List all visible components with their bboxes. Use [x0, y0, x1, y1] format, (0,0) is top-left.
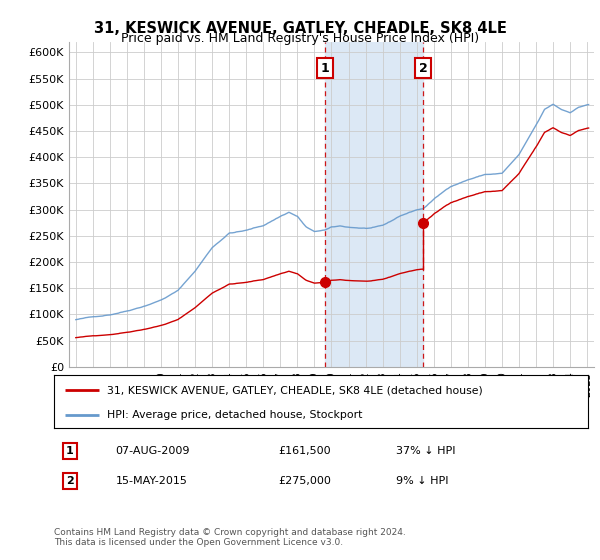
Text: 2: 2	[66, 476, 74, 486]
Bar	[325, 42, 423, 367]
Text: Price paid vs. HM Land Registry's House Price Index (HPI): Price paid vs. HM Land Registry's House …	[121, 32, 479, 45]
Text: 31, KESWICK AVENUE, GATLEY, CHEADLE, SK8 4LE: 31, KESWICK AVENUE, GATLEY, CHEADLE, SK8…	[94, 21, 506, 36]
Text: 07-AUG-2009: 07-AUG-2009	[115, 446, 190, 456]
Text: 31, KESWICK AVENUE, GATLEY, CHEADLE, SK8 4LE (detached house): 31, KESWICK AVENUE, GATLEY, CHEADLE, SK8…	[107, 385, 483, 395]
Text: 1: 1	[320, 62, 329, 74]
Text: HPI: Average price, detached house, Stockport: HPI: Average price, detached house, Stoc…	[107, 410, 363, 420]
Text: £161,500: £161,500	[278, 446, 331, 456]
Text: Contains HM Land Registry data © Crown copyright and database right 2024.
This d: Contains HM Land Registry data © Crown c…	[54, 528, 406, 547]
Text: 1: 1	[66, 446, 74, 456]
Text: 9% ↓ HPI: 9% ↓ HPI	[396, 476, 448, 486]
Text: 37% ↓ HPI: 37% ↓ HPI	[396, 446, 455, 456]
Text: £275,000: £275,000	[278, 476, 331, 486]
Text: 15-MAY-2015: 15-MAY-2015	[115, 476, 187, 486]
Text: 2: 2	[419, 62, 427, 74]
